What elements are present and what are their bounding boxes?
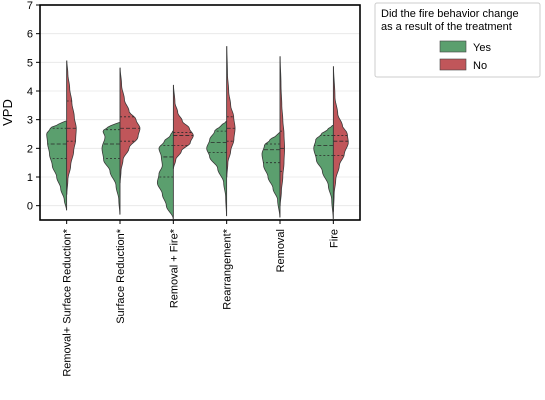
- legend-label-no: No: [473, 60, 487, 72]
- violin-yes-1: [46, 120, 68, 211]
- y-axis-ticks: 0 1 2 3 4 5 6 7: [27, 0, 40, 213]
- violin-yes-6: [313, 125, 334, 219]
- y-tick-label-2: 2: [27, 143, 33, 155]
- y-tick-label-5: 5: [27, 57, 33, 69]
- violin-yes-5: [261, 132, 281, 218]
- legend-swatch-no: [439, 58, 467, 71]
- legend-box: [374, 2, 541, 78]
- x-tick-label-5: Removal: [275, 229, 287, 272]
- violin-no-1: [66, 60, 77, 195]
- violin-no-5: [279, 56, 286, 207]
- x-tick-label-3: Removal + Fire*: [168, 228, 180, 308]
- legend-title-line-1: Did the fire behavior change: [381, 8, 519, 20]
- y-tick-label-4: 4: [27, 86, 33, 98]
- violin-no-4: [226, 46, 236, 178]
- y-tick-label-1: 1: [27, 172, 33, 184]
- y-tick-label-0: 0: [27, 201, 33, 213]
- violin-yes-3: [156, 130, 174, 219]
- x-tick-label-2: Surface Reduction*: [115, 228, 127, 323]
- x-tick-label-1: Removal+ Surface Reduction*: [62, 228, 74, 376]
- violin-no-2: [119, 67, 141, 184]
- legend-title-line-2: as a result of the treatment: [381, 21, 512, 33]
- violin-no-6: [332, 66, 349, 212]
- violin-yes-2: [101, 122, 121, 215]
- y-tick-label-7: 7: [27, 0, 33, 12]
- x-tick-label-4: Rearrangement*: [222, 228, 234, 309]
- legend-label-yes: Yes: [473, 42, 491, 54]
- y-tick-label-3: 3: [27, 115, 33, 127]
- legend-swatch-yes: [439, 40, 467, 53]
- violin-no-3: [172, 84, 194, 169]
- x-tick-label-6: Fire: [328, 229, 340, 248]
- legend: Did the fire behavior change as a result…: [374, 2, 541, 78]
- y-axis-label: VPD: [0, 99, 15, 126]
- x-axis-ticks: Removal+ Surface Reduction* Surface Reduc…: [62, 220, 340, 377]
- y-tick-label-6: 6: [27, 29, 33, 41]
- violin-yes-4: [206, 120, 228, 217]
- plot-frame: [39, 4, 361, 221]
- violins: [46, 46, 349, 219]
- grid-lines: [40, 4, 360, 207]
